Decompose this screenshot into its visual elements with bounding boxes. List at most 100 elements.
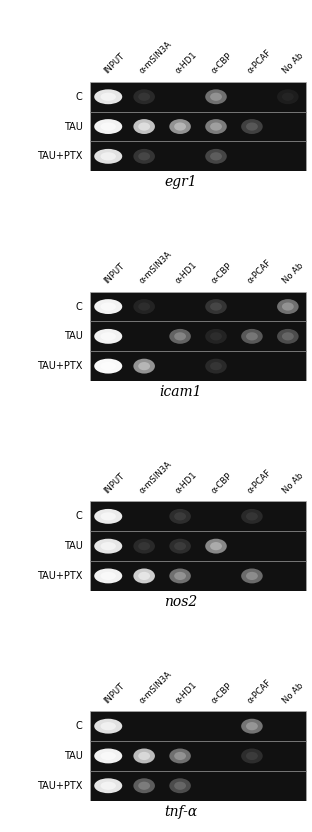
Ellipse shape <box>210 122 222 131</box>
Ellipse shape <box>205 119 227 134</box>
Ellipse shape <box>174 542 186 550</box>
Ellipse shape <box>138 152 150 161</box>
Ellipse shape <box>133 359 155 374</box>
Text: α-CBP: α-CBP <box>210 471 234 495</box>
Text: α-PCAF: α-PCAF <box>246 48 273 76</box>
Ellipse shape <box>94 538 122 553</box>
Ellipse shape <box>94 719 122 734</box>
Ellipse shape <box>100 752 116 760</box>
Ellipse shape <box>94 329 122 344</box>
Ellipse shape <box>100 332 116 340</box>
Ellipse shape <box>100 303 116 310</box>
Ellipse shape <box>169 749 191 764</box>
Ellipse shape <box>205 149 227 164</box>
Text: No Ab: No Ab <box>281 52 306 76</box>
Ellipse shape <box>205 329 227 344</box>
Ellipse shape <box>246 332 258 340</box>
Ellipse shape <box>138 122 150 131</box>
Ellipse shape <box>174 572 186 580</box>
Ellipse shape <box>174 513 186 521</box>
Text: No Ab: No Ab <box>281 681 306 705</box>
Ellipse shape <box>94 749 122 764</box>
Text: α-PCAF: α-PCAF <box>246 468 273 495</box>
Bar <box>90 292 306 381</box>
Text: TAU+PTX: TAU+PTX <box>37 780 83 790</box>
Bar <box>90 711 306 800</box>
Ellipse shape <box>174 122 186 131</box>
Text: TAU+PTX: TAU+PTX <box>37 151 83 161</box>
Text: INPUT: INPUT <box>102 471 126 495</box>
Ellipse shape <box>100 152 116 161</box>
Ellipse shape <box>210 92 222 101</box>
Ellipse shape <box>138 92 150 101</box>
Text: tnf-α: tnf-α <box>164 805 197 819</box>
Ellipse shape <box>100 781 116 790</box>
Ellipse shape <box>133 538 155 553</box>
Ellipse shape <box>169 119 191 134</box>
Ellipse shape <box>133 300 155 314</box>
Ellipse shape <box>94 568 122 583</box>
Ellipse shape <box>94 509 122 524</box>
Text: egr1: egr1 <box>164 175 197 189</box>
Ellipse shape <box>282 332 294 340</box>
Ellipse shape <box>94 119 122 134</box>
Ellipse shape <box>169 509 191 524</box>
Text: TAU: TAU <box>64 751 83 761</box>
Ellipse shape <box>277 329 299 344</box>
Text: nos2: nos2 <box>164 595 197 609</box>
Text: TAU: TAU <box>64 541 83 551</box>
Text: TAU: TAU <box>64 331 83 341</box>
Bar <box>90 502 306 591</box>
Ellipse shape <box>100 122 116 131</box>
Ellipse shape <box>205 538 227 553</box>
Text: α-mSIN3A: α-mSIN3A <box>138 459 174 495</box>
Ellipse shape <box>246 752 258 760</box>
Text: α-PCAF: α-PCAF <box>246 677 273 705</box>
Ellipse shape <box>169 538 191 553</box>
Ellipse shape <box>133 89 155 104</box>
Text: C: C <box>76 512 83 522</box>
Ellipse shape <box>210 542 222 550</box>
Ellipse shape <box>241 719 263 734</box>
Ellipse shape <box>94 359 122 374</box>
Text: No Ab: No Ab <box>281 261 306 285</box>
Text: C: C <box>76 92 83 102</box>
Ellipse shape <box>241 119 263 134</box>
Ellipse shape <box>94 149 122 164</box>
Bar <box>90 82 306 171</box>
Ellipse shape <box>100 92 116 101</box>
Ellipse shape <box>241 568 263 583</box>
Text: α-CBP: α-CBP <box>210 681 234 705</box>
Ellipse shape <box>205 89 227 104</box>
Ellipse shape <box>246 572 258 580</box>
Ellipse shape <box>100 722 116 730</box>
Text: α-mSIN3A: α-mSIN3A <box>138 40 174 76</box>
Ellipse shape <box>277 89 299 104</box>
Ellipse shape <box>138 542 150 550</box>
Ellipse shape <box>133 119 155 134</box>
Text: TAU+PTX: TAU+PTX <box>37 361 83 371</box>
Ellipse shape <box>246 722 258 730</box>
Ellipse shape <box>205 359 227 374</box>
Text: α-HD1: α-HD1 <box>174 680 199 705</box>
Ellipse shape <box>210 303 222 310</box>
Ellipse shape <box>133 149 155 164</box>
Text: α-HD1: α-HD1 <box>174 470 199 495</box>
Ellipse shape <box>277 300 299 314</box>
Ellipse shape <box>246 122 258 131</box>
Text: TAU+PTX: TAU+PTX <box>37 571 83 581</box>
Ellipse shape <box>246 513 258 521</box>
Ellipse shape <box>174 752 186 760</box>
Ellipse shape <box>100 542 116 550</box>
Text: α-HD1: α-HD1 <box>174 51 199 76</box>
Ellipse shape <box>241 749 263 764</box>
Ellipse shape <box>94 778 122 793</box>
Ellipse shape <box>174 332 186 340</box>
Ellipse shape <box>138 362 150 370</box>
Ellipse shape <box>133 778 155 793</box>
Text: No Ab: No Ab <box>281 471 306 495</box>
Ellipse shape <box>210 362 222 370</box>
Text: INPUT: INPUT <box>102 261 126 285</box>
Ellipse shape <box>205 300 227 314</box>
Ellipse shape <box>100 362 116 370</box>
